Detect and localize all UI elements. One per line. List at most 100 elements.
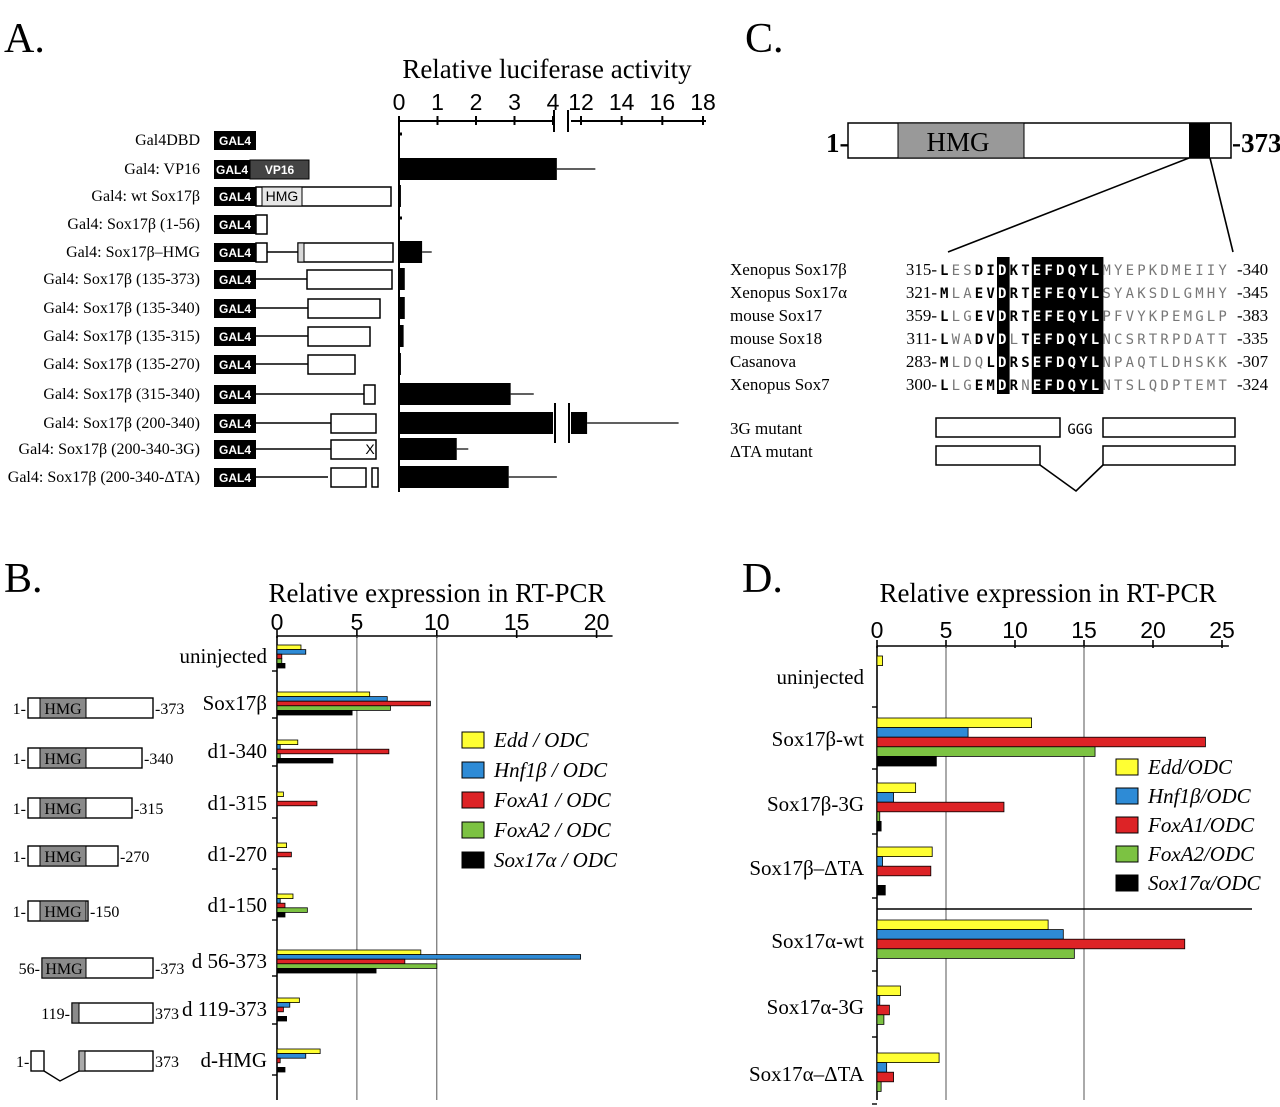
bar-hnf1b: [876, 856, 883, 867]
legend-swatch: [1115, 845, 1139, 863]
c-seq-residue: T: [1021, 309, 1029, 325]
a-gal4-text: GAL4: [219, 190, 251, 204]
c-seq-start: 283-: [906, 352, 938, 371]
c-seq-residue: D: [1160, 378, 1168, 394]
c-hmg-domain: [897, 122, 1025, 159]
c-seq-residue: A: [1195, 332, 1204, 348]
bar-sox17a: [276, 912, 286, 918]
bar-hnf1b: [876, 929, 1064, 940]
bar-sox17a: [876, 821, 882, 832]
a-hmg-text: HMG: [266, 188, 299, 204]
a-bar: [399, 185, 401, 207]
bar-edd: [876, 1052, 940, 1064]
bar-hnf1b: [276, 898, 281, 904]
c-mutant-3g-box-left: [935, 417, 1061, 438]
bar-edd: [276, 644, 302, 650]
c-seq-residue: L: [952, 355, 960, 371]
c-seq-residue: L: [1091, 378, 1099, 394]
c-seq-residue: Q: [1149, 378, 1157, 394]
c-seq-residue: E: [1033, 332, 1041, 348]
legend-label: Sox17α/ODC: [1148, 871, 1262, 895]
bar-sox17a: [276, 758, 334, 764]
bar-foxa1: [876, 1071, 894, 1083]
legend-swatch: [1115, 758, 1139, 776]
c-seq-residue: V: [986, 286, 995, 302]
c-seq-name: Xenopus Sox17β: [730, 260, 847, 279]
c-seq-residue: M: [986, 378, 994, 394]
a-tick-label: 16: [650, 89, 676, 115]
c-seq-residue: W: [952, 332, 961, 348]
b-diagram-hmg-text: HMG: [44, 801, 82, 818]
c-seq-residue: E: [1033, 355, 1041, 371]
c-seq-name: Xenopus Sox17α: [730, 283, 847, 302]
c-seq-residue: Q: [1068, 332, 1076, 348]
a-bar: [399, 383, 511, 405]
row-label: d1-340: [208, 739, 268, 763]
c-seq-residue: K: [1218, 355, 1227, 371]
b-diagram-end: -315: [134, 801, 163, 818]
bar-foxa1: [876, 1004, 890, 1016]
c-seq-residue: A: [963, 286, 972, 302]
bar-edd: [276, 1048, 321, 1054]
c-seq-residue: L: [940, 332, 948, 348]
a-bar: [399, 412, 553, 434]
c-seq-residue: T: [1021, 332, 1029, 348]
a-construct-label: Gal4: Sox17β (135-315): [43, 328, 200, 345]
c-seq-residue: T: [1021, 286, 1029, 302]
bar-edd: [276, 739, 299, 745]
a-gal4-text: GAL4: [219, 358, 251, 372]
bar-sox17a: [276, 1016, 287, 1022]
row-label: Sox17α-3G: [767, 995, 864, 1019]
c-seq-residue: Y: [1114, 286, 1123, 302]
a-domain-box: [255, 242, 268, 263]
b-diagram-end: 373: [155, 1054, 179, 1071]
c-seq-residue: L: [1010, 332, 1018, 348]
a-tick-label: 12: [568, 89, 594, 115]
c-seq-residue: L: [986, 355, 994, 371]
c-seq-residue: I: [986, 263, 994, 279]
c-seq-residue: D: [1056, 378, 1064, 394]
a-gal4-text: GAL4: [216, 163, 248, 177]
c-mutant-3g-insert: GGG: [1067, 422, 1092, 438]
a-gal4-text: GAL4: [219, 471, 251, 485]
panel-label-d: D.: [742, 556, 783, 602]
b-diagram-hmg-text: HMG: [45, 961, 83, 978]
legend-swatch: [461, 731, 485, 749]
c-seq-residue: A: [963, 332, 972, 348]
b-diagram-start: 1-: [16, 1054, 29, 1071]
tick-label: 25: [1209, 617, 1235, 643]
c-seq-residue: G: [963, 309, 971, 325]
b-diagram-hmg: [41, 957, 87, 979]
bar-hnf1b: [276, 744, 281, 750]
c-protein-end: -373: [1232, 128, 1280, 158]
a-domain-box: [330, 439, 377, 460]
b-diagram-hmg: [39, 845, 87, 867]
b-diagram-box: [78, 1050, 154, 1072]
b-diagram-start: 1-: [13, 904, 26, 921]
legend-swatch: [1115, 787, 1139, 805]
c-seq-residue: E: [1033, 309, 1041, 325]
a-bar: [399, 297, 405, 319]
c-seq-residue: V: [1126, 309, 1135, 325]
a-domain-box: [363, 384, 376, 405]
c-seq-residue: S: [1195, 355, 1203, 371]
bar-sox17a: [276, 968, 377, 974]
c-seq-residue: P: [1172, 332, 1180, 348]
a-domain-box: [255, 214, 268, 235]
a-gal4-box: [214, 270, 256, 289]
c-seq-residue: L: [1091, 309, 1099, 325]
bar-edd: [276, 949, 422, 955]
c-seq-residue: K: [1207, 355, 1216, 371]
c-seq-residue: N: [1102, 355, 1110, 371]
tick-label: 5: [350, 609, 363, 635]
a-bar: [399, 241, 423, 263]
bar-edd: [276, 893, 294, 899]
c-seq-start: 359-: [906, 306, 938, 325]
row-label: Sox17α-wt: [771, 929, 864, 953]
a-construct-label: Gal4: Sox17β (315-340): [43, 386, 200, 403]
bar-foxa2: [876, 1014, 885, 1025]
c-seq-residue: R: [1010, 378, 1019, 394]
c-seq-residue: S: [1102, 286, 1110, 302]
